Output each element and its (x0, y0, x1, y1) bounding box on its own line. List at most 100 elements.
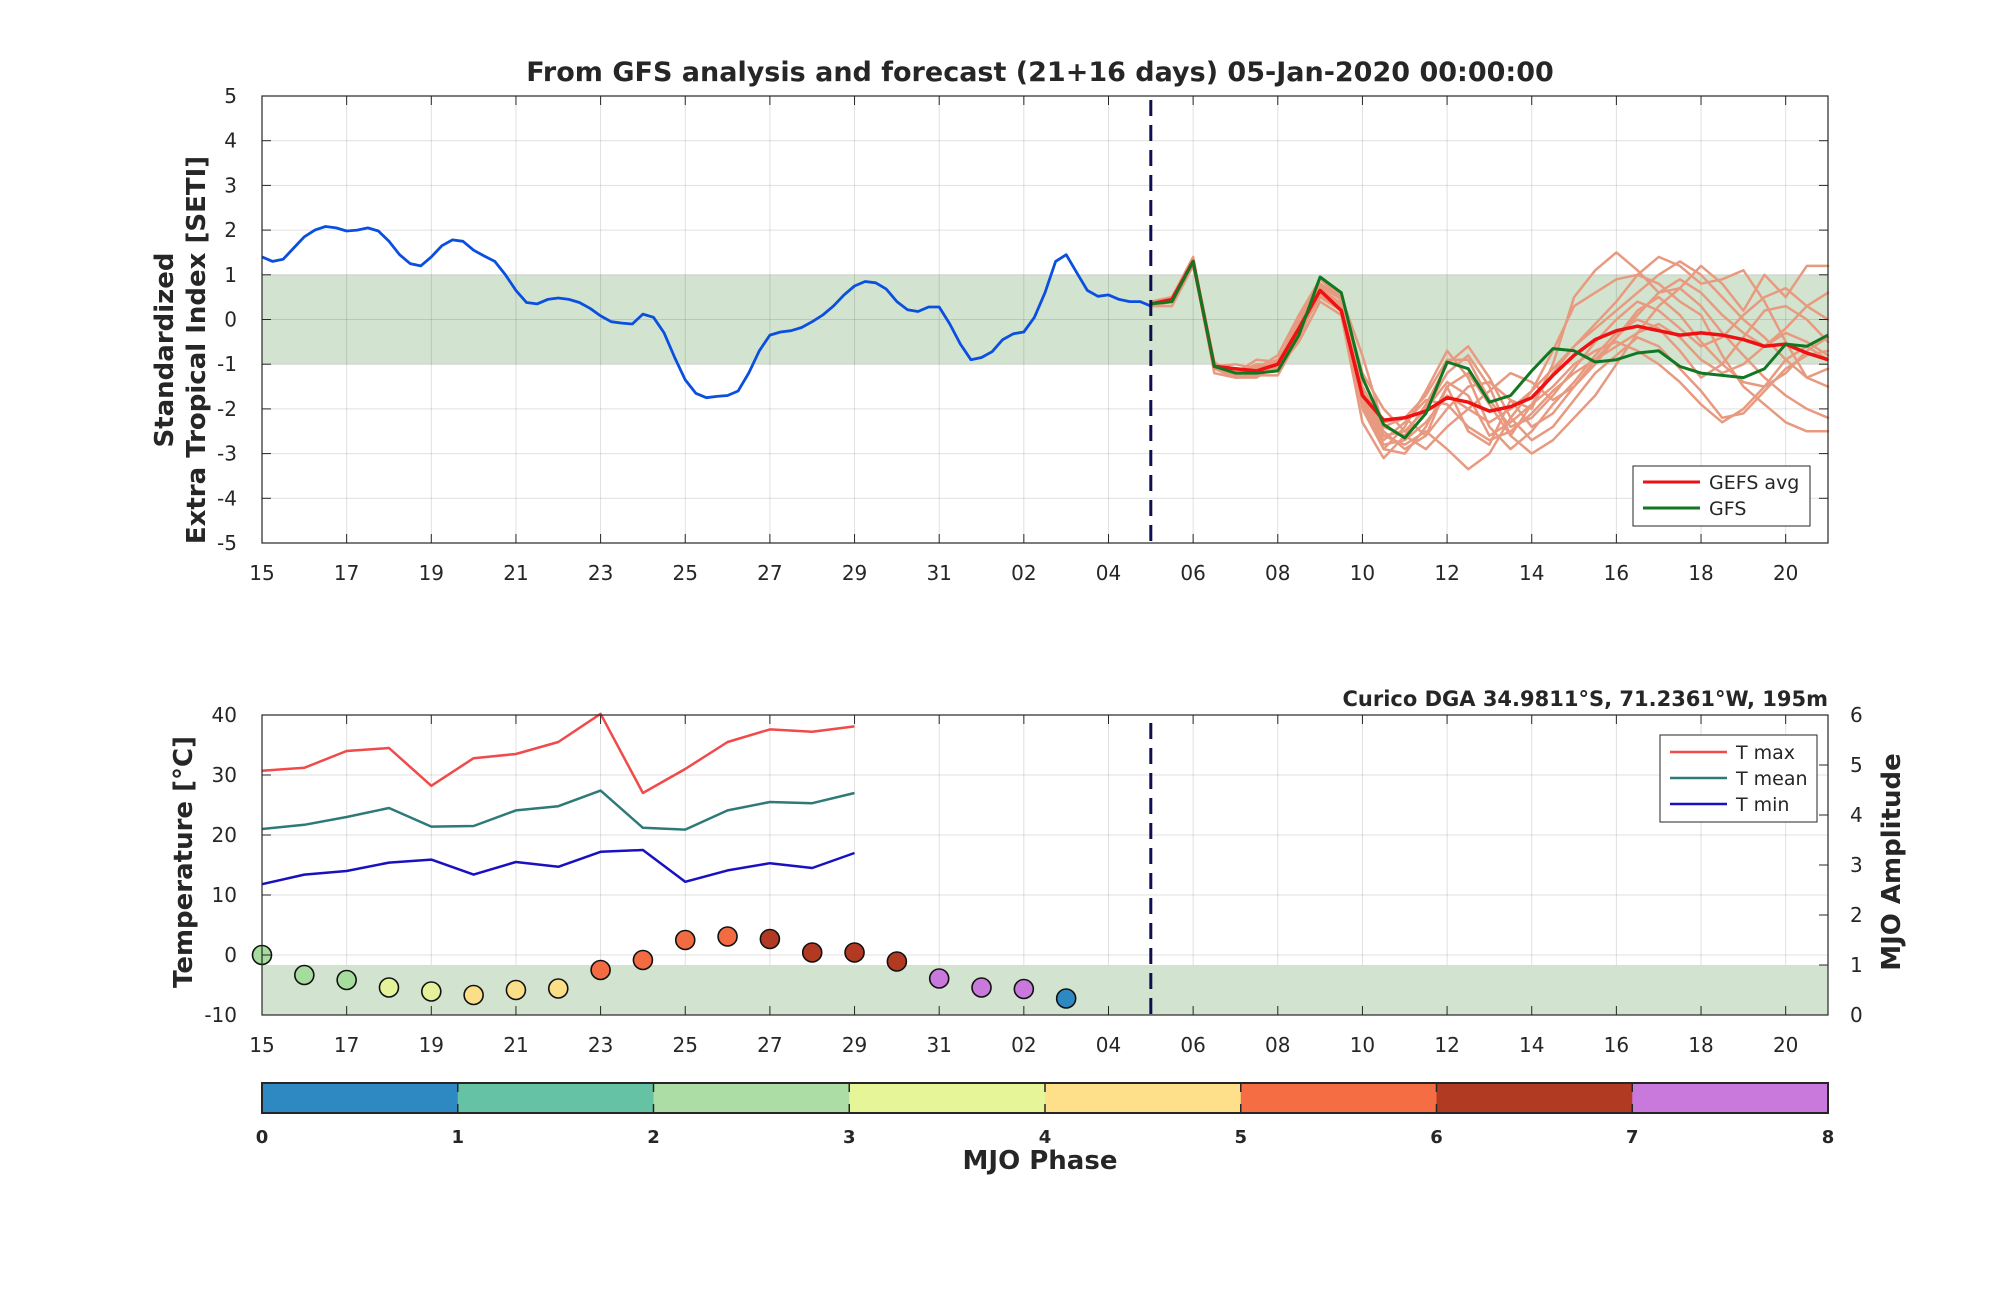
mjo-amplitude-tick-label: 0 (1850, 1003, 1863, 1027)
temperature-ytick-label: 40 (212, 703, 237, 727)
temperature-xtick-label: 10 (1350, 1033, 1375, 1057)
colorbar-tick-label: 7 (1626, 1127, 1639, 1148)
mjo-point (463, 984, 484, 1006)
seti-xtick-label: 06 (1180, 561, 1205, 585)
seti-xtick-label: 10 (1350, 561, 1375, 585)
seti-ytick-label: 4 (224, 129, 237, 153)
tmax-line (261, 712, 855, 795)
legend-gfs-label: GFS (1709, 498, 1746, 520)
mjo-point (1013, 978, 1035, 1000)
temperature-xtick-label: 19 (419, 1033, 444, 1057)
legend-tmax-label: T max (1735, 742, 1795, 764)
seti-ytick-label: -5 (217, 531, 237, 555)
seti-xtick-label: 18 (1688, 561, 1713, 585)
colorbar-tick-label: 2 (647, 1127, 660, 1148)
colorbar-ticks: 0 1 2 3 4 5 6 7 8 (256, 1083, 1835, 1148)
mjo-amplitude-tick-label: 4 (1850, 803, 1863, 827)
temperature-xtick-label: 06 (1180, 1033, 1205, 1057)
temperature-ytick-label: 10 (212, 883, 237, 907)
mjo-point (801, 942, 823, 963)
tmin-line (261, 848, 855, 886)
mjo-point (844, 942, 865, 963)
mjo-amplitude-tick-label: 2 (1850, 903, 1863, 927)
mjo-amplitude-tick-label: 1 (1850, 953, 1863, 977)
colorbar-tick-label: 0 (256, 1127, 269, 1148)
seti-xtick-label: 25 (673, 561, 698, 585)
temperature-ylabel: Temperature [°C] (169, 736, 199, 988)
seti-xtick-label: 15 (249, 561, 274, 585)
mjo-point (505, 979, 527, 1001)
gfs-line (1150, 259, 1829, 440)
temperature-legend: T max T mean T min (1659, 734, 1818, 823)
seti-ytick-label: -3 (217, 442, 237, 466)
temperature-y-ticks: -10 0 10 20 30 40 (204, 703, 271, 1027)
gefs-avg-line (1150, 259, 1829, 422)
mjo-point (1055, 988, 1077, 1009)
seti-legend-box (1632, 465, 1811, 527)
mjo-points (251, 926, 1077, 1009)
colorbar-tick-label: 8 (1822, 1127, 1835, 1148)
temperature-xtick-label: 31 (926, 1033, 951, 1057)
temperature-xtick-label: 20 (1773, 1033, 1798, 1057)
temperature-xtick-label: 15 (249, 1033, 274, 1057)
temperature-ytick-label: -10 (204, 1003, 237, 1027)
temperature-lines (261, 712, 855, 886)
mjo-point (632, 949, 654, 971)
temperature-mjo-panel: Curico DGA 34.9811°S, 71.2361°W, 195m -1… (169, 687, 1907, 1057)
mjo-point (717, 926, 738, 947)
temperature-xtick-label: 23 (588, 1033, 613, 1057)
temperature-xtick-label: 12 (1434, 1033, 1459, 1057)
temperature-xtick-label: 17 (334, 1033, 359, 1057)
seti-ytick-label: 0 (224, 308, 237, 332)
seti-title: From GFS analysis and forecast (21+16 da… (526, 57, 1554, 88)
tmean-line (261, 789, 855, 831)
legend-gefs-avg-label: GEFS avg (1709, 472, 1799, 494)
mjo-point (674, 929, 696, 951)
colorbar-segments (262, 1083, 1829, 1113)
seti-xtick-label: 04 (1096, 561, 1121, 585)
colorbar-segment (849, 1083, 1046, 1113)
temperature-ytick-label: 30 (212, 763, 237, 787)
temperature-xtick-label: 29 (842, 1033, 867, 1057)
mjo-point (378, 977, 400, 998)
seti-xtick-label: 19 (419, 561, 444, 585)
temperature-xtick-label: 16 (1604, 1033, 1629, 1057)
temperature-x-ticks: 15 17 19 21 23 25 27 29 31 02 04 06 08 10 12 14 16 18 20 (249, 715, 1798, 1057)
mjo-phase-colorbar: 0 1 2 3 4 5 6 7 8 MJO Phase (256, 1082, 1835, 1176)
colorbar-segment (262, 1083, 459, 1113)
temperature-xtick-label: 02 (1011, 1033, 1036, 1057)
colorbar-segment (1632, 1083, 1829, 1113)
colorbar-label: MJO Phase (963, 1146, 1118, 1176)
colorbar-segment (1045, 1083, 1242, 1113)
seti-ytick-label: 3 (224, 173, 237, 197)
colorbar-segment (1240, 1083, 1437, 1113)
mjo-point (759, 928, 781, 950)
temperature-xtick-label: 25 (673, 1033, 698, 1057)
legend-tmean-label: T mean (1735, 768, 1808, 790)
temperature-ytick-label: 0 (224, 943, 237, 967)
seti-xtick-label: 14 (1519, 561, 1544, 585)
mjo-point (294, 964, 315, 986)
mjo-amplitude-tick-label: 6 (1850, 703, 1863, 727)
seti-xtick-label: 02 (1011, 561, 1036, 585)
colorbar-tick-label: 6 (1430, 1127, 1443, 1148)
seti-ytick-label: -4 (217, 486, 237, 510)
ensemble-member-line (1149, 251, 1830, 446)
temperature-xtick-label: 08 (1265, 1033, 1290, 1057)
temperature-xtick-label: 18 (1688, 1033, 1713, 1057)
seti-x-ticks: 15 17 19 21 23 25 27 29 31 02 04 06 08 10 12 14 16 18 20 (249, 96, 1798, 585)
colorbar-segment (1436, 1083, 1633, 1113)
seti-xtick-label: 17 (334, 561, 359, 585)
colorbar-tick-label: 3 (843, 1127, 856, 1148)
seti-y-ticks: -5 -4 -3 -2 -1 0 1 2 3 4 5 (217, 84, 1828, 555)
colorbar-tick-label: 5 (1234, 1127, 1247, 1148)
mjo-amplitude-tick-label: 5 (1850, 753, 1863, 777)
seti-xtick-label: 12 (1434, 561, 1459, 585)
mjo-point (971, 977, 992, 998)
mjo-point (547, 978, 569, 999)
temperature-xtick-label: 27 (757, 1033, 782, 1057)
seti-ylabel-line1: Standardized (150, 252, 180, 447)
temperature-ytick-label: 20 (212, 823, 237, 847)
mjo-point (336, 969, 357, 991)
seti-xtick-label: 29 (842, 561, 867, 585)
